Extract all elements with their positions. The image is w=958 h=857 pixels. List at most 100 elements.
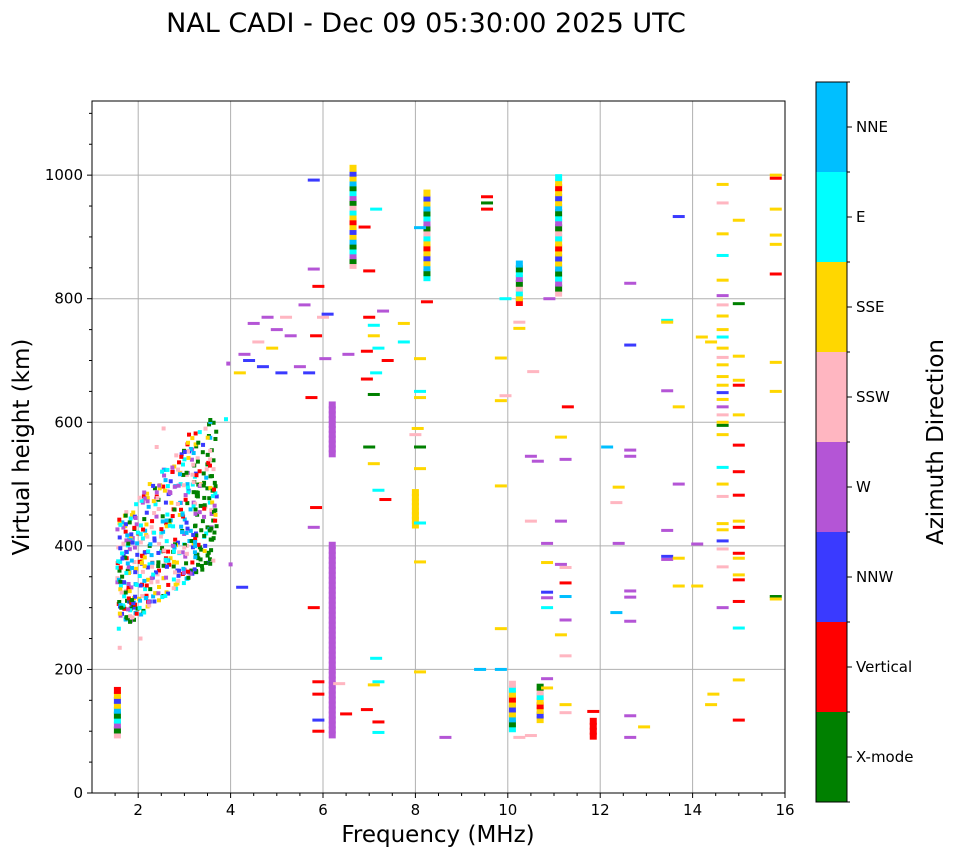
echo-mark [732, 599, 745, 603]
echo-column-segment [349, 237, 357, 245]
echo-column-segment [536, 683, 544, 691]
echo-column-segment [328, 611, 336, 619]
echo-column-segment [555, 269, 563, 277]
echo-mark [118, 565, 123, 570]
echo-mark [672, 482, 685, 486]
echo-column-segment [328, 435, 336, 443]
echo-mark [732, 302, 745, 306]
echo-mark [186, 440, 191, 445]
echo-mark [370, 207, 383, 211]
echo-mark [137, 495, 142, 500]
echo-mark [128, 608, 133, 613]
echo-column-segment [328, 421, 336, 429]
echo-mark [175, 501, 180, 506]
colorbar-segment [816, 532, 847, 622]
echo-column-segment [423, 219, 431, 227]
echo-column-segment [349, 227, 357, 235]
echo-mark [182, 450, 187, 455]
echo-column-segment [328, 616, 336, 624]
echo-mark [184, 470, 189, 475]
echo-mark [191, 533, 196, 538]
echo-column-segment [328, 686, 336, 694]
echo-mark [176, 483, 181, 488]
echo-mark [199, 482, 204, 487]
echo-mark [145, 565, 150, 570]
echo-mark [367, 462, 380, 466]
echo-mark [196, 556, 201, 561]
echo-mark [204, 475, 209, 480]
echo-mark [164, 575, 169, 580]
echo-mark [716, 346, 729, 350]
echo-column-segment [423, 254, 431, 262]
echo-mark [164, 524, 169, 529]
echo-mark [208, 448, 213, 453]
echo-mark [134, 582, 139, 587]
y-tick-label: 200 [54, 660, 83, 678]
echo-column-segment [328, 581, 336, 589]
echo-column-segment [328, 711, 336, 719]
echo-mark [360, 708, 373, 712]
echo-mark [117, 517, 122, 522]
echo-mark [379, 498, 392, 502]
echo-column-segment [328, 601, 336, 609]
echo-mark [140, 553, 145, 558]
echo-mark [164, 521, 169, 526]
echo-mark [183, 493, 188, 498]
echo-mark [243, 359, 256, 362]
echo-column-segment [349, 203, 357, 211]
echo-mark [152, 538, 157, 543]
echo-mark [414, 357, 427, 361]
echo-mark [154, 490, 159, 495]
echo-mark [144, 510, 149, 515]
echo-mark [367, 683, 380, 687]
echo-mark [163, 557, 168, 562]
echo-mark [531, 459, 544, 463]
echo-mark [166, 549, 171, 554]
echo-mark [152, 486, 157, 491]
echo-column-segment [536, 697, 544, 705]
echo-column-segment [555, 279, 563, 287]
echo-mark [494, 484, 507, 488]
echo-mark [661, 528, 674, 532]
echo-column-segment [555, 214, 563, 222]
echo-mark [187, 539, 192, 544]
echo-mark [716, 606, 729, 610]
echo-mark [624, 343, 637, 347]
echo-mark [672, 556, 685, 560]
echo-mark [173, 570, 178, 575]
echo-mark [181, 566, 186, 571]
echo-column-segment [589, 722, 597, 730]
echo-mark [211, 458, 216, 463]
echo-mark [312, 729, 325, 733]
echo-mark [716, 413, 729, 417]
y-tick-label: 800 [54, 290, 83, 308]
echo-mark [185, 485, 190, 490]
echo-mark [146, 504, 151, 509]
echo-mark [139, 560, 144, 565]
echo-mark [205, 435, 210, 440]
echo-mark [161, 426, 166, 431]
echo-mark [173, 542, 178, 547]
echo-mark [196, 440, 201, 445]
echo-mark [156, 568, 161, 573]
echo-mark [601, 445, 614, 449]
echo-mark [141, 494, 146, 499]
echo-column-segment [113, 696, 121, 704]
echo-mark [541, 606, 554, 610]
echo-mark [610, 501, 623, 505]
echo-mark [143, 528, 148, 533]
echo-mark [661, 389, 674, 393]
echo-column-segment [423, 224, 431, 232]
echo-mark [127, 589, 132, 594]
echo-mark [716, 355, 729, 359]
echo-mark [125, 561, 130, 566]
echo-mark [195, 459, 200, 464]
echo-mark [499, 394, 512, 398]
echo-mark [769, 242, 782, 246]
echo-mark [193, 442, 198, 447]
echo-mark [206, 560, 211, 565]
echo-mark [157, 483, 162, 488]
echo-mark [307, 606, 320, 610]
echo-mark [205, 553, 210, 558]
echo-mark [131, 510, 136, 515]
